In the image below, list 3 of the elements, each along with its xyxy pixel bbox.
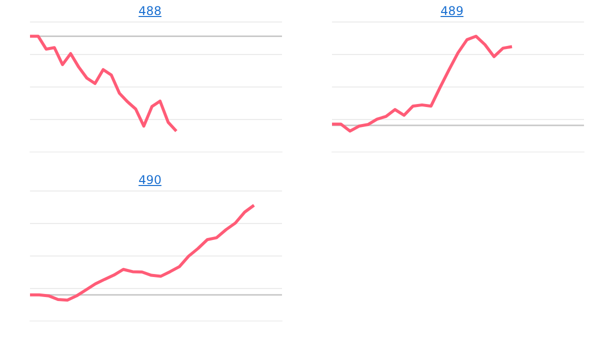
chart-title: 490 (138, 172, 162, 189)
chart-title: 489 (440, 3, 464, 20)
chart-title: 488 (138, 3, 162, 20)
